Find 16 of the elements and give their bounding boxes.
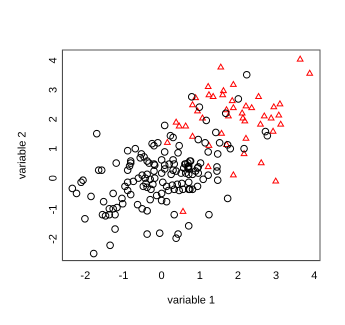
y-tick-label: -1 <box>47 204 60 214</box>
x-tick-label: 3 <box>273 270 280 282</box>
x-axis-title: variable 1 <box>167 294 216 306</box>
x-tick-label: -1 <box>118 270 128 282</box>
y-tick-label: 2 <box>47 116 60 122</box>
y-tick-label: 4 <box>47 57 60 64</box>
y-axis-title: variable 2 <box>16 131 29 180</box>
y-tick-label: 1 <box>47 146 60 152</box>
y-tick-label: 0 <box>47 175 60 182</box>
y-tick-label: -2 <box>47 234 60 244</box>
x-tick-label: -2 <box>80 270 90 282</box>
y-tick-label: 3 <box>47 86 60 93</box>
x-tick-label: 1 <box>196 270 203 282</box>
x-tick-label: 2 <box>234 270 242 282</box>
x-tick-label: 4 <box>311 270 318 282</box>
x-tick-label: 0 <box>158 270 165 282</box>
